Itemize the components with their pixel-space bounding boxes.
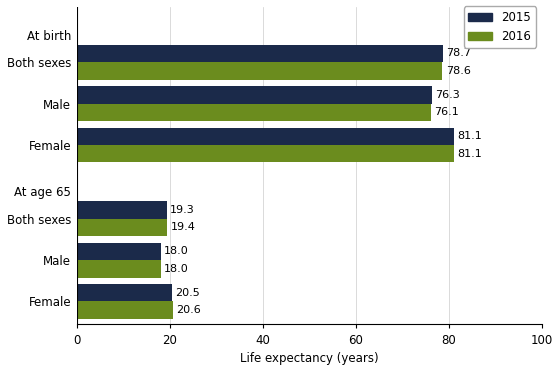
Bar — [77, 301, 172, 319]
Bar — [77, 201, 167, 219]
Text: 19.3: 19.3 — [170, 205, 195, 215]
Text: 81.1: 81.1 — [458, 131, 482, 141]
Bar — [77, 145, 454, 163]
Bar — [77, 45, 443, 62]
Text: 76.3: 76.3 — [435, 90, 460, 100]
Text: 20.5: 20.5 — [175, 288, 200, 298]
Bar — [77, 260, 161, 278]
Bar — [77, 62, 442, 80]
Text: 19.4: 19.4 — [170, 222, 195, 232]
Text: 78.6: 78.6 — [446, 66, 470, 76]
Bar — [77, 243, 161, 260]
Bar — [77, 219, 167, 236]
Text: 18.0: 18.0 — [164, 264, 189, 274]
Text: 81.1: 81.1 — [458, 149, 482, 159]
Bar — [77, 86, 432, 103]
X-axis label: Life expectancy (years): Life expectancy (years) — [240, 352, 379, 365]
Text: 76.1: 76.1 — [434, 108, 459, 117]
Text: 20.6: 20.6 — [176, 305, 200, 315]
Text: 78.7: 78.7 — [446, 48, 471, 58]
Text: 18.0: 18.0 — [164, 246, 189, 256]
Bar — [77, 284, 172, 301]
Bar — [77, 103, 431, 121]
Bar — [77, 128, 454, 145]
Legend: 2015, 2016: 2015, 2016 — [464, 6, 536, 48]
